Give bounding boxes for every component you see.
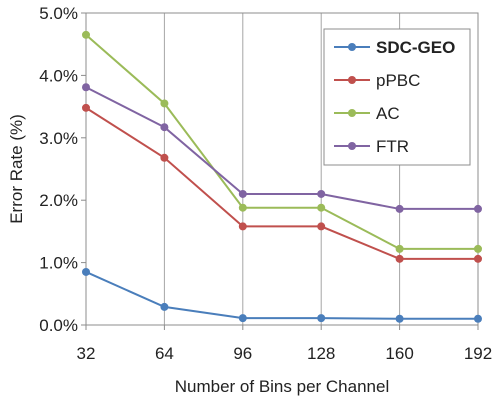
series-line: [85, 86, 478, 210]
data-point: [160, 99, 169, 108]
legend-label: FTR: [376, 137, 409, 156]
data-point: [474, 254, 482, 263]
data-point: [317, 189, 326, 198]
x-tick-label: 32: [77, 344, 96, 363]
data-point: [160, 302, 169, 311]
data-point: [238, 222, 247, 231]
legend-swatch-marker: [348, 109, 356, 117]
legend-box: [323, 28, 471, 166]
legend: SDC-GEO pPBC AC FTR: [323, 28, 471, 166]
data-point: [82, 267, 90, 276]
y-axis-ticks: 0.0% 1.0% 2.0% 3.0% 4.0% 5.0%: [39, 4, 86, 335]
series-ppbc: [82, 103, 482, 263]
data-point: [474, 244, 482, 253]
legend-swatch-marker: [348, 76, 356, 84]
data-point: [238, 314, 247, 323]
series-sdc-geo: [82, 267, 482, 323]
legend-label: pPBC: [376, 71, 420, 90]
data-point: [474, 314, 482, 323]
x-axis-ticks: 32 64 96 128 160 192: [77, 325, 492, 363]
series-ac: [82, 30, 482, 253]
x-tick-label: 192: [464, 344, 492, 363]
x-tick-label: 128: [307, 344, 335, 363]
data-point: [317, 203, 326, 212]
series-group: [82, 30, 482, 323]
data-point: [82, 103, 90, 112]
data-point: [395, 244, 404, 253]
series-line: [85, 107, 478, 260]
series-line: [85, 34, 478, 250]
x-axis-title: Number of Bins per Channel: [175, 377, 390, 396]
data-point: [160, 153, 169, 162]
legend-swatch-marker: [348, 142, 356, 150]
x-tick-label: 96: [233, 344, 252, 363]
data-point: [238, 203, 247, 212]
legend-label: SDC-GEO: [376, 38, 455, 57]
y-tick-label: 3.0%: [39, 129, 78, 148]
series-line: [85, 271, 478, 320]
data-point: [238, 189, 247, 198]
y-tick-label: 2.0%: [39, 191, 78, 210]
data-point: [395, 254, 404, 263]
legend-label: AC: [376, 104, 400, 123]
data-point: [395, 204, 404, 213]
data-point: [317, 314, 326, 323]
series-ftr: [82, 83, 482, 213]
y-tick-label: 1.0%: [39, 254, 78, 273]
data-point: [395, 314, 404, 323]
y-axis-title: Error Rate (%): [7, 114, 26, 224]
plot-area-frame: [85, 12, 479, 326]
x-tick-label: 64: [155, 344, 174, 363]
y-tick-label: 5.0%: [39, 4, 78, 23]
data-point: [317, 222, 326, 231]
y-tick-label: 4.0%: [39, 66, 78, 85]
y-tick-label: 0.0%: [39, 316, 78, 335]
x-tick-label: 160: [385, 344, 413, 363]
data-point: [82, 30, 90, 39]
data-point: [82, 83, 90, 92]
data-point: [474, 204, 482, 213]
data-point: [160, 123, 169, 132]
legend-swatch-marker: [348, 43, 356, 51]
